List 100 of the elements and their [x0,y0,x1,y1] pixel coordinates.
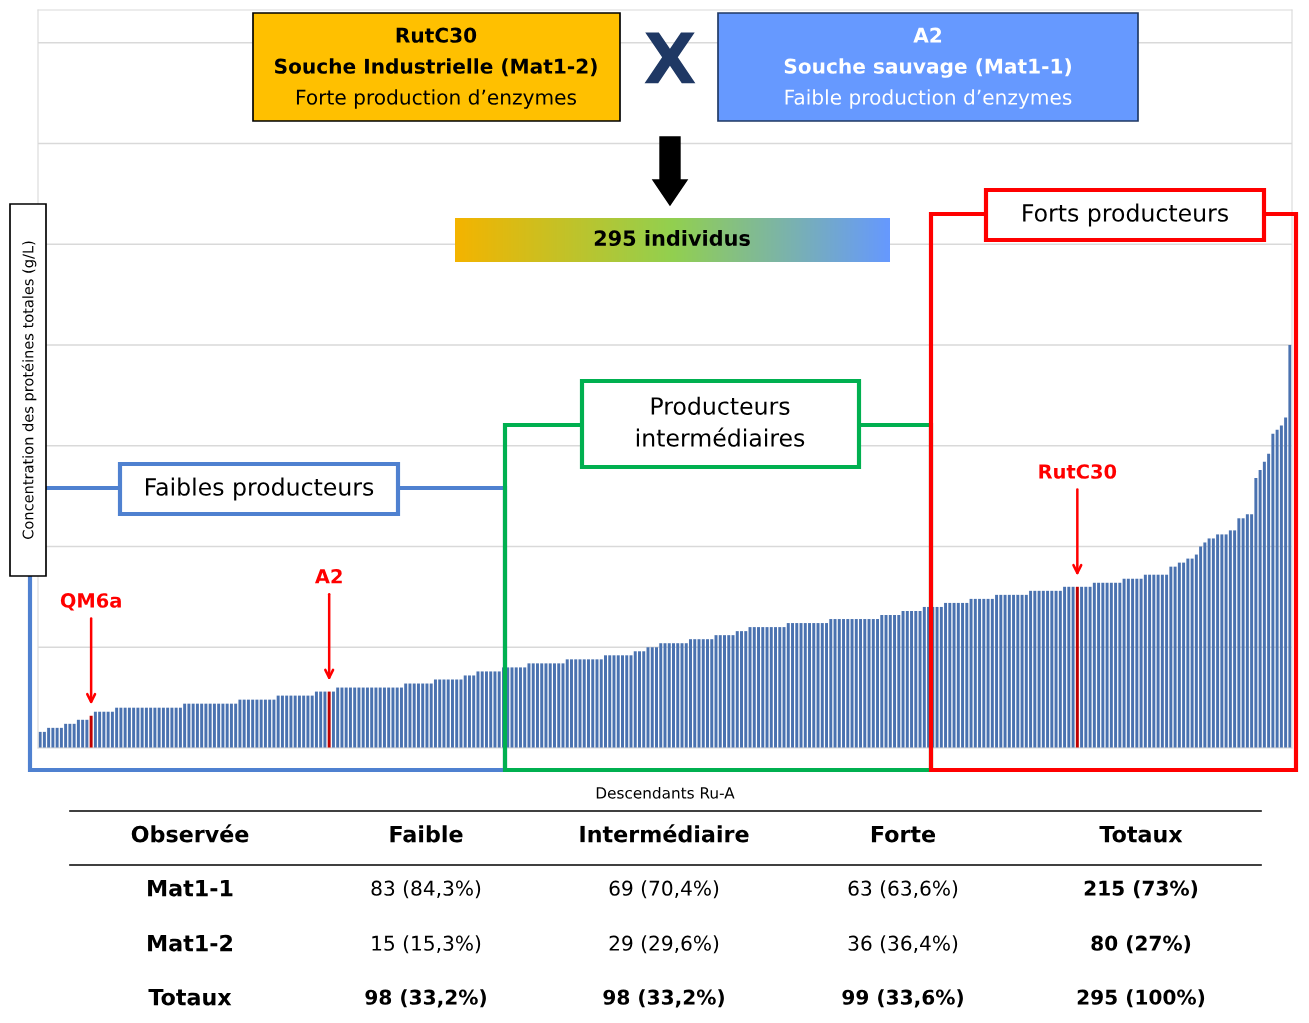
bar [552,663,556,748]
bar [961,602,965,748]
bar [119,707,123,748]
bar [242,699,246,748]
text: A2 Souche sauvage (Mat1-1) Faible production d’enzymes [784,27,1072,109]
bar [497,671,501,748]
bar [1156,574,1160,748]
bar [565,659,569,748]
bar [1160,574,1164,748]
bar [153,707,157,748]
bar [1190,558,1194,748]
bar [1071,586,1075,748]
bar [382,687,386,748]
bar [276,695,280,748]
text: 63 (63,6%) [848,880,958,899]
bar [621,655,624,748]
bar [51,727,55,748]
bar [922,606,926,748]
bar [884,615,888,748]
bar [633,651,637,748]
annotation: Producteurs intermédiaires [636,396,805,447]
bar [1058,590,1062,748]
bar [523,667,527,748]
text: Forte [871,825,936,843]
bar [842,619,846,748]
bar [1126,578,1130,748]
bar [1143,574,1147,748]
bar [1169,566,1173,748]
bar [455,679,459,748]
bar [463,675,467,748]
bar [246,699,250,748]
bar [433,679,437,748]
bar [412,683,416,748]
bar [986,598,990,748]
bar [672,643,675,748]
bar [183,703,187,748]
bar [944,602,948,748]
bar [493,671,497,748]
bar [718,635,722,748]
bar [871,619,875,748]
bar [978,598,982,748]
bar [450,679,454,748]
bar [467,675,471,748]
annotation: RutC30 [1039,464,1117,479]
bar [935,606,939,748]
bar [110,711,114,748]
bar [701,639,705,748]
bar [1054,590,1058,748]
bar [667,643,671,748]
bar [808,623,812,748]
bar [595,659,599,748]
bar [544,663,548,748]
bar [297,695,301,748]
bar [425,683,429,748]
bar [995,594,999,748]
bar [429,683,433,748]
bar [195,703,199,748]
bar [1046,590,1050,748]
bar [378,687,382,748]
bar [251,699,255,748]
bar [901,610,905,748]
bar [340,687,344,748]
bar [638,651,641,748]
bar [1092,582,1096,748]
annotation: QM6a [60,593,121,611]
bar [47,727,51,748]
bar [850,619,854,748]
bar [1029,590,1033,748]
bar [348,687,352,748]
bar [353,687,357,748]
bar [876,619,880,748]
bar [476,671,480,748]
bar [965,602,969,748]
bar [952,602,956,748]
bar [64,723,68,748]
bar [689,639,692,748]
text: X [644,32,696,84]
bar [174,707,178,748]
bar [123,707,127,748]
bar [170,707,174,748]
bar [391,687,395,748]
bar [587,659,590,748]
bar [374,687,378,748]
bar [302,695,306,748]
bar [149,707,153,748]
bar [157,707,161,748]
bar [765,627,769,748]
bar [217,703,221,748]
text: Observée [131,824,249,843]
bar [1182,562,1186,748]
bar [1101,582,1105,748]
bar [102,711,106,748]
bar [310,695,314,748]
bar [1254,477,1258,748]
bar [748,627,752,748]
bar [1288,345,1292,748]
bar [1275,429,1279,748]
bar [910,610,914,748]
bar [557,663,561,748]
bar [599,659,603,748]
